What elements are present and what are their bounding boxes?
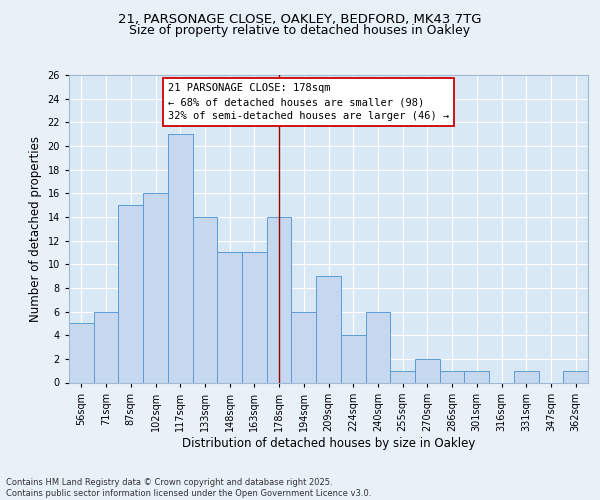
- Bar: [143, 194, 168, 382]
- Bar: [94, 312, 118, 382]
- X-axis label: Distribution of detached houses by size in Oakley: Distribution of detached houses by size …: [182, 436, 475, 450]
- Bar: [69, 324, 94, 382]
- Bar: [341, 335, 365, 382]
- Bar: [316, 276, 341, 382]
- Bar: [242, 252, 267, 382]
- Bar: [168, 134, 193, 382]
- Bar: [193, 217, 217, 382]
- Bar: [390, 370, 415, 382]
- Text: 21 PARSONAGE CLOSE: 178sqm
← 68% of detached houses are smaller (98)
32% of semi: 21 PARSONAGE CLOSE: 178sqm ← 68% of deta…: [168, 84, 449, 122]
- Bar: [563, 370, 588, 382]
- Bar: [514, 370, 539, 382]
- Text: Contains HM Land Registry data © Crown copyright and database right 2025.
Contai: Contains HM Land Registry data © Crown c…: [6, 478, 371, 498]
- Bar: [415, 359, 440, 382]
- Bar: [365, 312, 390, 382]
- Y-axis label: Number of detached properties: Number of detached properties: [29, 136, 42, 322]
- Bar: [292, 312, 316, 382]
- Text: Size of property relative to detached houses in Oakley: Size of property relative to detached ho…: [130, 24, 470, 37]
- Text: 21, PARSONAGE CLOSE, OAKLEY, BEDFORD, MK43 7TG: 21, PARSONAGE CLOSE, OAKLEY, BEDFORD, MK…: [118, 12, 482, 26]
- Bar: [464, 370, 489, 382]
- Bar: [118, 205, 143, 382]
- Bar: [440, 370, 464, 382]
- Bar: [217, 252, 242, 382]
- Bar: [267, 217, 292, 382]
